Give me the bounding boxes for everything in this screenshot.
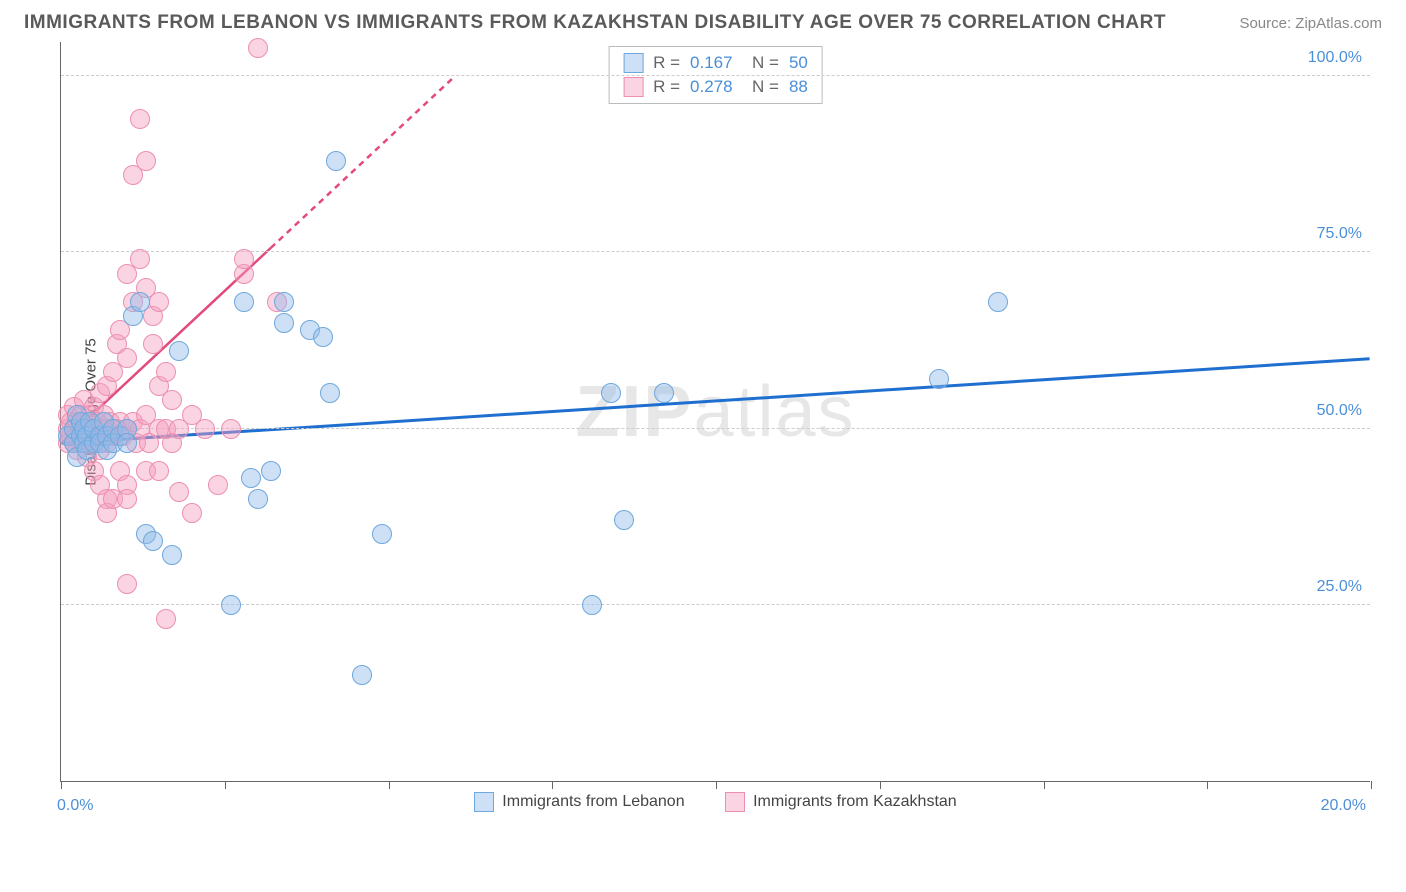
data-point (156, 362, 176, 382)
correlation-row-series-2: R = 0.278 N = 88 (623, 75, 808, 99)
data-point (248, 38, 268, 58)
data-point (169, 482, 189, 502)
r-label: R = (653, 77, 680, 97)
series-legend: Immigrants from Lebanon Immigrants from … (61, 792, 1370, 817)
data-point (988, 292, 1008, 312)
x-tick (61, 781, 62, 789)
grid-line (61, 75, 1370, 76)
data-point (156, 609, 176, 629)
swatch-series-2 (623, 77, 643, 97)
data-point (326, 151, 346, 171)
legend-item-2: Immigrants from Kazakhstan (725, 792, 957, 812)
data-point (117, 489, 137, 509)
y-tick-label: 25.0% (1317, 578, 1362, 596)
x-tick (389, 781, 390, 789)
data-point (182, 503, 202, 523)
data-point (372, 524, 392, 544)
legend-label-2: Immigrants from Kazakhstan (753, 793, 957, 811)
data-point (241, 468, 261, 488)
data-point (601, 383, 621, 403)
correlation-row-series-1: R = 0.167 N = 50 (623, 51, 808, 75)
r-label: R = (653, 53, 680, 73)
watermark: ZIPatlas (575, 371, 855, 453)
grid-line (61, 251, 1370, 252)
data-point (143, 531, 163, 551)
data-point (654, 383, 674, 403)
data-point (582, 595, 602, 615)
data-point (149, 461, 169, 481)
chart-header: IMMIGRANTS FROM LEBANON VS IMMIGRANTS FR… (0, 0, 1406, 42)
x-tick (1044, 781, 1045, 789)
data-point (117, 433, 137, 453)
data-point (130, 292, 150, 312)
swatch-series-1 (474, 792, 494, 812)
data-point (221, 419, 241, 439)
data-point (614, 510, 634, 530)
data-point (274, 292, 294, 312)
data-point (929, 369, 949, 389)
data-point (248, 489, 268, 509)
n-label: N = (743, 53, 779, 73)
data-point (195, 419, 215, 439)
x-tick (225, 781, 226, 789)
x-tick (552, 781, 553, 789)
data-point (143, 334, 163, 354)
x-tick (1371, 781, 1372, 789)
x-tick (1207, 781, 1208, 789)
data-point (234, 292, 254, 312)
data-point (117, 574, 137, 594)
data-point (274, 313, 294, 333)
data-point (352, 665, 372, 685)
y-tick-label: 75.0% (1317, 225, 1362, 243)
data-point (162, 390, 182, 410)
x-tick (716, 781, 717, 789)
legend-label-1: Immigrants from Lebanon (502, 793, 684, 811)
data-point (169, 341, 189, 361)
y-tick-label: 100.0% (1308, 49, 1362, 67)
data-point (234, 249, 254, 269)
n-value-2: 88 (789, 77, 808, 97)
data-point (130, 249, 150, 269)
swatch-series-1 (623, 53, 643, 73)
data-point (221, 595, 241, 615)
chart-container: ZIPatlas R = 0.167 N = 50 R = 0.278 N = … (60, 42, 1382, 812)
data-point (313, 327, 333, 347)
data-point (162, 545, 182, 565)
n-value-1: 50 (789, 53, 808, 73)
trend-lines-svg (61, 42, 1370, 781)
n-label: N = (743, 77, 779, 97)
data-point (136, 151, 156, 171)
data-point (261, 461, 281, 481)
data-point (130, 109, 150, 129)
r-value-2: 0.278 (690, 77, 733, 97)
x-tick (880, 781, 881, 789)
y-tick-label: 50.0% (1317, 402, 1362, 420)
chart-title: IMMIGRANTS FROM LEBANON VS IMMIGRANTS FR… (24, 12, 1166, 34)
r-value-1: 0.167 (690, 53, 733, 73)
data-point (117, 348, 137, 368)
grid-line (61, 604, 1370, 605)
data-point (149, 292, 169, 312)
legend-item-1: Immigrants from Lebanon (474, 792, 684, 812)
data-point (320, 383, 340, 403)
source-credit: Source: ZipAtlas.com (1239, 15, 1382, 32)
data-point (208, 475, 228, 495)
swatch-series-2 (725, 792, 745, 812)
plot-area: ZIPatlas R = 0.167 N = 50 R = 0.278 N = … (60, 42, 1370, 782)
grid-line (61, 428, 1370, 429)
